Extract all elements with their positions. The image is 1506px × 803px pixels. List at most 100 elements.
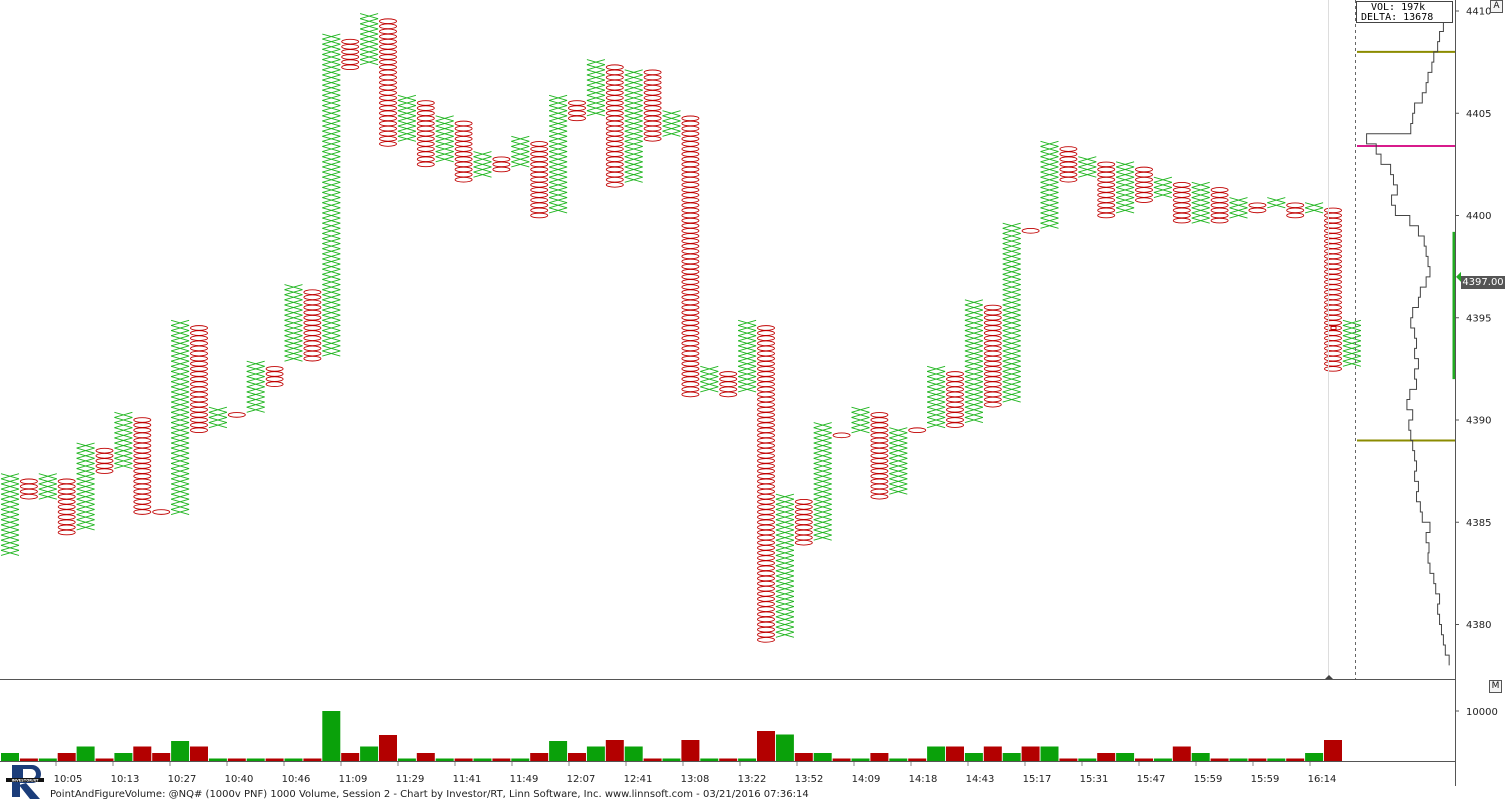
x-box — [1002, 227, 1021, 234]
x-box — [813, 529, 832, 536]
o-box — [19, 478, 38, 485]
x-box — [76, 442, 95, 449]
x-box — [1304, 202, 1324, 209]
volume-bar — [813, 753, 832, 761]
o-box — [643, 120, 662, 127]
o-box — [416, 141, 435, 147]
o-box — [1059, 156, 1078, 163]
x-box — [926, 386, 946, 393]
o-box — [190, 366, 208, 372]
pnf-column-x — [813, 422, 832, 541]
x-box — [246, 406, 265, 413]
x-box — [435, 130, 454, 137]
o-box — [681, 289, 700, 295]
x-box — [322, 176, 341, 183]
x-box — [889, 437, 908, 444]
x-box — [1040, 212, 1059, 219]
x-box — [813, 514, 832, 521]
x-box — [1040, 207, 1059, 214]
o-box — [643, 130, 662, 137]
o-box — [1324, 268, 1342, 275]
pnf-column-x — [775, 493, 795, 638]
pnf-column-o — [133, 417, 152, 515]
x-box — [964, 381, 984, 388]
o-box — [605, 120, 624, 127]
x-box — [889, 473, 908, 480]
o-box — [794, 519, 813, 526]
o-box — [95, 447, 114, 454]
last-price-arrow — [1456, 271, 1461, 282]
o-box — [568, 110, 586, 117]
o-box — [454, 136, 473, 142]
x-box — [1191, 217, 1210, 224]
svg-text:INVESTOR/RT: INVESTOR/RT — [12, 778, 39, 782]
x-box — [662, 110, 681, 117]
o-box — [870, 447, 889, 454]
x-box — [1078, 166, 1097, 173]
x-box — [775, 539, 795, 546]
o-box — [757, 396, 775, 403]
vol-readout: VOL: 197k — [1371, 2, 1426, 13]
x-box — [322, 253, 341, 260]
x-box — [624, 176, 643, 183]
time-tick-label: 11:09 — [339, 774, 368, 785]
o-box — [643, 74, 662, 81]
o-box — [757, 504, 775, 510]
o-box — [681, 253, 700, 260]
x-box — [1191, 212, 1210, 219]
o-box — [757, 545, 775, 551]
x-box — [1191, 192, 1210, 199]
x-box — [284, 319, 303, 326]
o-box — [133, 498, 152, 505]
o-box — [379, 95, 397, 101]
x-box — [775, 524, 795, 531]
pnf-column-o — [1059, 146, 1078, 183]
x-box — [775, 519, 795, 526]
o-box — [1324, 330, 1342, 336]
volume-bar — [700, 758, 719, 761]
o-box — [416, 105, 435, 111]
o-box — [643, 100, 662, 106]
auto-scale-button[interactable]: A — [1490, 0, 1503, 13]
o-box — [643, 69, 662, 76]
x-box — [284, 335, 303, 342]
o-box — [1059, 151, 1078, 157]
pnf-column-x — [1040, 140, 1059, 229]
pnf-column-o — [1286, 202, 1305, 219]
x-box — [435, 146, 454, 153]
o-box — [133, 417, 152, 423]
o-box — [303, 355, 322, 362]
x-box — [964, 309, 984, 316]
x-box — [1040, 140, 1059, 147]
o-box — [757, 412, 775, 418]
o-box — [416, 120, 435, 127]
pnf-column-x — [511, 135, 530, 168]
o-box — [983, 366, 1002, 372]
o-box — [605, 171, 624, 178]
x-box — [1040, 156, 1059, 163]
o-box — [133, 488, 152, 495]
o-box — [681, 274, 700, 280]
x-box — [964, 386, 984, 393]
x-box — [1002, 294, 1021, 301]
x-box — [38, 493, 57, 500]
o-box — [1172, 217, 1191, 224]
x-box — [322, 74, 341, 81]
x-box — [170, 483, 190, 490]
x-box — [964, 401, 984, 408]
volume-pane-menu-button[interactable]: M — [1489, 680, 1502, 693]
x-box — [246, 396, 265, 403]
x-box — [284, 294, 303, 301]
volume-bar — [568, 753, 586, 761]
time-tick-label: 15:59 — [1194, 774, 1223, 785]
x-box — [1078, 171, 1097, 178]
x-box — [1040, 146, 1059, 153]
x-box — [586, 84, 606, 91]
forming-box — [1330, 325, 1337, 330]
price-axis: 4380 4385 4390 4395 4400 4405 4410 — [1455, 7, 1491, 631]
x-box — [1002, 268, 1021, 275]
x-box — [548, 125, 568, 132]
x-box — [170, 427, 190, 434]
x-box — [1342, 355, 1362, 362]
